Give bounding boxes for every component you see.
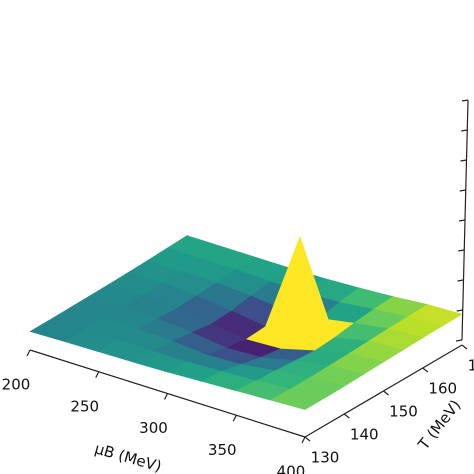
x-tick — [26, 349, 31, 357]
x-tick-label: 200 — [2, 376, 31, 394]
y-tick-label: 170 — [468, 357, 474, 375]
z-tick — [456, 309, 463, 312]
surface — [29, 235, 463, 410]
x-tick-label: 300 — [139, 419, 168, 437]
y-tick — [383, 390, 389, 396]
y-tick — [304, 436, 311, 442]
y-tick — [461, 344, 468, 350]
y-tick — [422, 367, 429, 373]
y-axis-label: T (MeV) — [414, 396, 465, 454]
z-tick — [460, 159, 467, 162]
x-tick — [95, 371, 100, 379]
y-tick-label: 140 — [350, 426, 379, 444]
z-tick — [455, 339, 463, 342]
y-tick — [343, 413, 350, 419]
axes: 200 250 300 350 400 130 140 150 160 170 — [2, 99, 474, 474]
z-tick — [459, 189, 466, 192]
x-tick — [163, 393, 169, 400]
x-tick-label: 250 — [70, 397, 99, 415]
y-tick-label: 130 — [311, 449, 340, 467]
x-tick — [301, 436, 306, 444]
y-tick-label: 150 — [389, 403, 418, 421]
x-tick-label: 400 — [277, 463, 306, 474]
z-tick — [457, 279, 464, 282]
x-axis-label: μB (MeV) — [93, 439, 164, 474]
x-tick-label: 350 — [208, 441, 237, 459]
surface-patch — [269, 388, 326, 410]
z-tick — [458, 219, 466, 222]
z-tick — [461, 129, 468, 132]
z-tick — [458, 249, 465, 252]
y-tick-label: 160 — [428, 380, 457, 398]
x-tick — [232, 414, 237, 422]
z-tick — [461, 99, 469, 102]
